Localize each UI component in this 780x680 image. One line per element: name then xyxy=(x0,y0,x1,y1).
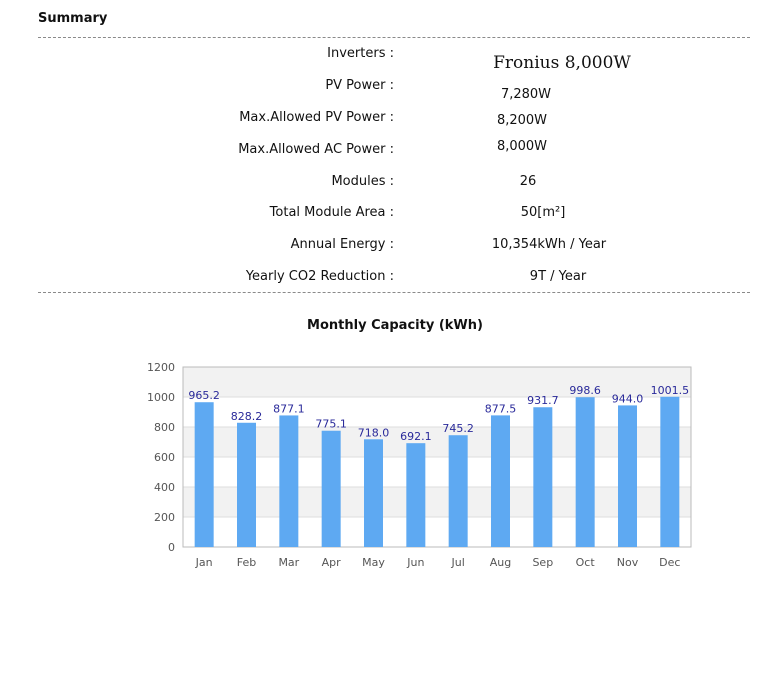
annual-energy-value: 10,354kWh / Year xyxy=(491,237,607,252)
x-tick-label: Apr xyxy=(322,556,342,569)
x-tick-label: Sep xyxy=(532,556,553,569)
x-tick-label: Nov xyxy=(617,556,639,569)
y-tick-label: 0 xyxy=(168,541,175,554)
summary-top-rule xyxy=(38,37,750,38)
data-label: 877.5 xyxy=(485,402,517,415)
y-tick-label: 1200 xyxy=(147,361,175,374)
co2-reduction-value: 9T / Year xyxy=(529,269,587,284)
max-ac-power-value: 8,000W xyxy=(496,139,548,154)
x-tick-label: May xyxy=(362,556,385,569)
summary-title: Summary xyxy=(38,11,108,26)
data-label: 944.0 xyxy=(612,392,644,405)
max-ac-power-label: Max.Allowed AC Power : xyxy=(238,142,394,157)
module-area-value: 50[m²] xyxy=(520,205,566,220)
x-tick-label: Jun xyxy=(406,556,424,569)
data-label: 965.2 xyxy=(188,389,220,402)
bar-oct xyxy=(575,397,595,547)
grid-band xyxy=(183,427,691,457)
bar-jan xyxy=(194,402,214,547)
bar-aug xyxy=(491,415,510,547)
modules-value: 26 xyxy=(519,174,537,189)
max-pv-power-label: Max.Allowed PV Power : xyxy=(239,110,394,125)
bar-may xyxy=(364,439,383,547)
data-label: 718.0 xyxy=(358,426,390,439)
inverters-label: Inverters : xyxy=(327,46,394,61)
y-tick-label: 1000 xyxy=(147,391,175,404)
bar-sep xyxy=(533,407,553,547)
y-tick-label: 800 xyxy=(154,421,175,434)
x-tick-label: Oct xyxy=(576,556,596,569)
y-tick-label: 600 xyxy=(154,451,175,464)
bar-jul xyxy=(448,435,468,547)
bar-apr xyxy=(321,430,341,547)
modules-label: Modules : xyxy=(331,174,394,189)
summary-bottom-rule xyxy=(38,292,750,293)
data-label: 998.6 xyxy=(569,384,601,397)
data-label: 828.2 xyxy=(231,410,263,423)
data-label: 745.2 xyxy=(442,422,474,435)
bar-dec xyxy=(660,396,680,547)
x-tick-label: Dec xyxy=(659,556,680,569)
bar-jun xyxy=(406,443,426,547)
y-tick-label: 200 xyxy=(154,511,175,524)
x-tick-label: Jan xyxy=(195,556,213,569)
x-tick-label: Jul xyxy=(451,556,465,569)
x-tick-label: Mar xyxy=(278,556,299,569)
pv-power-value: 7,280W xyxy=(500,87,552,102)
data-label: 692.1 xyxy=(400,430,432,443)
bar-feb xyxy=(237,422,256,547)
x-tick-label: Feb xyxy=(237,556,256,569)
co2-reduction-label: Yearly CO2 Reduction : xyxy=(245,269,394,284)
max-pv-power-value: 8,200W xyxy=(496,113,548,128)
data-label: 877.1 xyxy=(273,402,305,415)
grid-band xyxy=(183,487,691,517)
grid-band xyxy=(183,367,691,397)
bar-mar xyxy=(279,415,299,547)
data-label: 1001.5 xyxy=(651,384,690,397)
chart-title: Monthly Capacity (kWh) xyxy=(307,318,483,333)
data-label: 931.7 xyxy=(527,394,559,407)
pv-power-label: PV Power : xyxy=(325,78,394,93)
data-label: 775.1 xyxy=(315,418,347,431)
annual-energy-label: Annual Energy : xyxy=(290,237,394,252)
plot-frame xyxy=(182,366,692,548)
bar-nov xyxy=(618,405,637,547)
module-area-label: Total Module Area : xyxy=(269,205,394,220)
y-tick-label: 400 xyxy=(154,481,175,494)
inverters-value: Fronius 8,000W xyxy=(493,53,631,73)
x-tick-label: Aug xyxy=(490,556,511,569)
